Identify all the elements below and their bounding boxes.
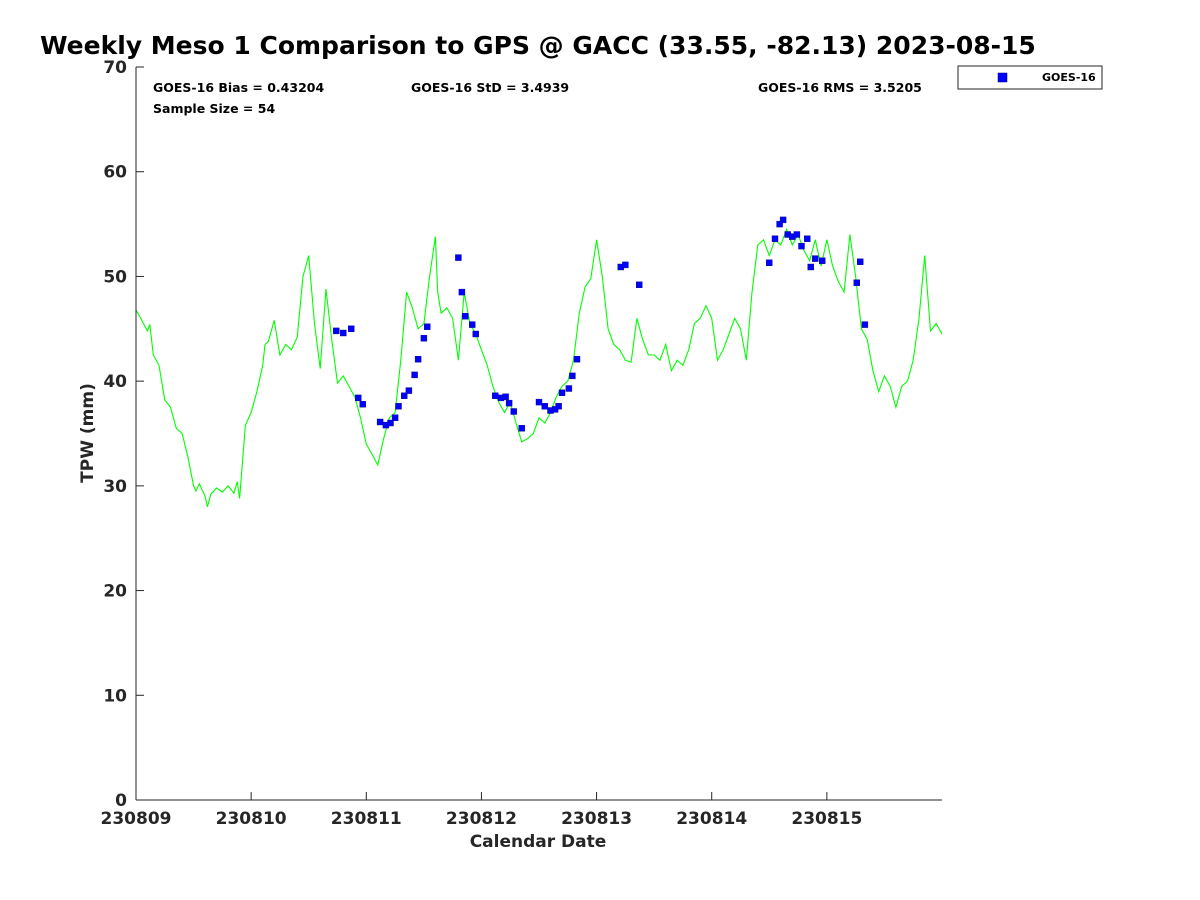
goes16-point: [462, 313, 469, 320]
std-stat: GOES-16 StD = 3.4939: [411, 80, 569, 95]
bias-stat: GOES-16 Bias = 0.43204: [153, 80, 324, 95]
goes16-point: [510, 408, 517, 415]
goes-marker-layer: [333, 216, 869, 432]
chart-title: Weekly Meso 1 Comparison to GPS @ GACC (…: [40, 31, 1036, 60]
y-tick-label: 60: [103, 163, 127, 183]
goes16-point: [555, 403, 562, 410]
goes16-point: [779, 216, 787, 224]
y-tick-label: 10: [103, 686, 127, 706]
goes16-point: [798, 242, 805, 250]
legend: GOES-16: [957, 65, 1103, 90]
goes16-point: [333, 327, 340, 335]
rms-stat: GOES-16 RMS = 3.5205: [758, 80, 922, 95]
goes16-point: [414, 356, 422, 363]
y-tick-label: 0: [115, 791, 127, 811]
goes16-point: [455, 254, 462, 261]
goes16-point: [776, 220, 783, 228]
goes16-point: [420, 335, 428, 342]
goes16-point: [565, 385, 573, 392]
x-axis-label: Calendar Date: [470, 832, 607, 852]
goes16-point: [636, 281, 643, 288]
goes16-point: [505, 399, 513, 407]
legend-box: [957, 65, 1103, 90]
goes16-point: [518, 425, 525, 432]
goes16-point: [472, 330, 479, 338]
y-axis-label: TPW (mm): [78, 383, 98, 483]
x-tick-label: 230812: [446, 809, 517, 829]
goes16-point: [492, 392, 499, 399]
goes16-point: [853, 279, 860, 286]
goes16-point: [558, 389, 566, 396]
x-tick-label: 230811: [331, 809, 402, 829]
goes16-point: [387, 419, 394, 427]
goes16-point: [391, 414, 399, 421]
y-tick-label: 50: [103, 267, 127, 287]
y-tick-label: 30: [103, 477, 127, 497]
goes16-point: [359, 401, 366, 408]
legend-label-goes16: GOES-16: [1042, 71, 1096, 84]
goes16-point: [469, 321, 476, 328]
goes16-point: [569, 372, 576, 380]
goes16-point: [411, 371, 418, 379]
y-tick-label: 20: [103, 582, 127, 602]
x-tick-label: 230815: [791, 809, 862, 829]
goes16-point: [861, 321, 869, 328]
goes16-point: [395, 403, 402, 410]
goes16-point: [819, 257, 826, 264]
goes16-point: [424, 323, 431, 330]
goes16-point: [771, 235, 779, 242]
goes16-point: [812, 255, 819, 262]
goes16-point: [376, 418, 384, 426]
goes16-point: [766, 259, 773, 266]
goes16-point: [405, 387, 413, 394]
goes16-point: [793, 231, 801, 238]
goes16-point: [535, 398, 543, 406]
goes16-point: [622, 261, 629, 269]
goes16-point: [502, 393, 509, 400]
goes16-point: [804, 235, 811, 242]
x-axis: 230809 230810 230811 230812 230813 230814 2308…: [101, 792, 862, 829]
goes16-point: [857, 258, 864, 265]
x-tick-label: 230814: [676, 809, 747, 829]
y-tick-label: 70: [103, 58, 127, 78]
goes16-point: [401, 392, 408, 399]
x-tick-label: 230810: [216, 809, 287, 829]
goes16-point: [458, 288, 466, 296]
y-axis: 0 10 20 30 40 50 60 70: [103, 58, 144, 811]
y-tick-label: 40: [103, 372, 127, 392]
goes16-point: [348, 325, 355, 332]
sample-size-stat: Sample Size = 54: [153, 101, 275, 116]
goes16-point: [573, 356, 581, 363]
plot-area: [136, 67, 942, 800]
goes16-point: [807, 263, 814, 271]
goes16-point: [355, 394, 362, 402]
goes16-point: [340, 329, 347, 337]
x-tick-label: 230809: [101, 809, 172, 829]
x-tick-label: 230813: [561, 809, 632, 829]
legend-marker-goes16: [997, 72, 1008, 83]
goes16-point: [541, 403, 548, 410]
